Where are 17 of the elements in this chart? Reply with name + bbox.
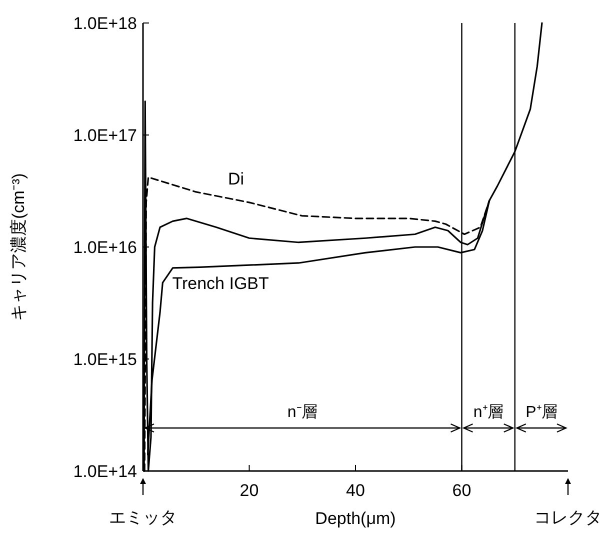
annotation: n⁻層 bbox=[287, 404, 318, 421]
x-tick-label: 40 bbox=[346, 481, 365, 500]
y-tick-label: 1.0E+15 bbox=[73, 350, 137, 369]
y-tick-label: 1.0E+18 bbox=[73, 14, 137, 33]
y-axis-title: キャリア濃度(cm⁻³) bbox=[9, 173, 28, 321]
y-tick-label: 1.0E+14 bbox=[73, 462, 137, 481]
text: エミッタ bbox=[109, 508, 177, 527]
y-tick-label: 1.0E+17 bbox=[73, 126, 137, 145]
annotation: P⁺層 bbox=[526, 404, 558, 421]
annotation: n⁺層 bbox=[473, 404, 504, 421]
text: コレクタ bbox=[534, 508, 602, 527]
series-label: Trench IGBT bbox=[172, 274, 269, 294]
y-tick-label: 1.0E+16 bbox=[73, 238, 137, 257]
x-tick-label: 60 bbox=[452, 481, 472, 500]
x-tick-label: 20 bbox=[240, 481, 259, 500]
series-label: Di bbox=[228, 170, 244, 189]
x-axis-title: Depth(μm) bbox=[315, 509, 396, 528]
